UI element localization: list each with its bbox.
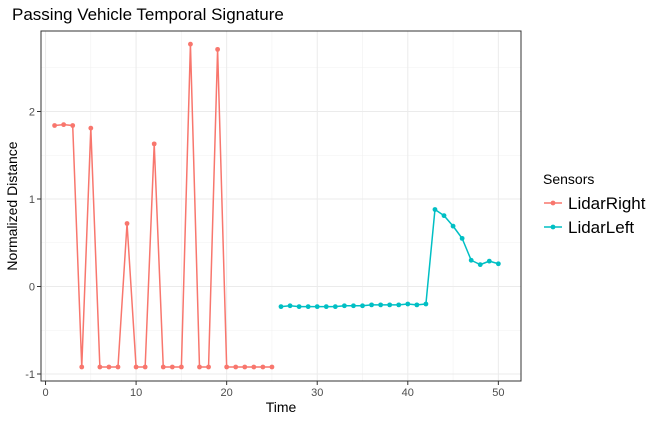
- x-axis: 0 10 20 30 40 50: [42, 381, 504, 399]
- legend: Sensors LidarRight LidarLeft: [543, 171, 646, 237]
- y-tick-label: 1: [29, 194, 35, 206]
- data-point: [332, 304, 338, 310]
- x-tick-label: 50: [492, 387, 504, 399]
- data-point: [296, 304, 302, 310]
- data-point: [477, 262, 483, 268]
- data-point: [233, 364, 239, 370]
- y-tick-label: -1: [25, 369, 35, 381]
- x-tick-label: 30: [311, 387, 323, 399]
- y-tick-label: 0: [29, 282, 35, 294]
- data-point: [468, 257, 474, 263]
- data-point: [251, 364, 257, 370]
- x-axis-label: Time: [266, 399, 297, 415]
- data-point: [188, 41, 193, 47]
- data-point: [450, 223, 456, 229]
- data-point: [287, 303, 293, 309]
- data-point: [323, 304, 329, 310]
- data-point: [423, 301, 429, 307]
- data-point: [151, 141, 157, 147]
- data-point: [260, 364, 266, 370]
- y-axis: -1 0 1 2: [25, 107, 41, 381]
- data-point: [70, 123, 76, 128]
- data-point: [459, 235, 465, 241]
- y-tick-label: 2: [29, 107, 35, 119]
- data-point: [88, 125, 94, 131]
- data-point: [396, 302, 402, 308]
- data-point: [178, 364, 184, 370]
- data-point: [97, 364, 103, 370]
- legend-label: LidarRight: [568, 194, 646, 213]
- data-point: [360, 303, 365, 309]
- data-point: [224, 364, 230, 370]
- data-point: [215, 46, 221, 52]
- data-point: [115, 364, 121, 370]
- data-point: [387, 302, 393, 308]
- data-point: [351, 303, 356, 309]
- data-point: [79, 364, 85, 370]
- data-point: [52, 123, 57, 128]
- legend-swatch-point: [550, 224, 556, 230]
- data-point: [486, 258, 492, 264]
- data-point: [133, 364, 139, 370]
- plot-panel: [41, 31, 521, 381]
- y-axis-label: Normalized Distance: [4, 141, 20, 270]
- legend-swatch-point: [550, 200, 556, 206]
- x-tick-label: 20: [221, 387, 233, 399]
- chart-title: Passing Vehicle Temporal Signature: [12, 5, 284, 24]
- data-point: [242, 364, 248, 370]
- x-tick-label: 0: [42, 387, 48, 399]
- data-point: [197, 364, 202, 370]
- x-tick-label: 10: [130, 387, 142, 399]
- plot-border: [40, 30, 522, 382]
- data-point: [124, 221, 130, 226]
- data-point: [305, 304, 311, 310]
- data-point: [495, 261, 501, 267]
- data-point: [269, 364, 275, 370]
- x-tick-label: 40: [402, 387, 414, 399]
- data-point: [405, 301, 411, 307]
- data-point: [441, 213, 447, 219]
- data-point: [142, 364, 148, 370]
- series-layer: [52, 41, 501, 370]
- data-point: [169, 364, 175, 370]
- legend-title: Sensors: [543, 171, 594, 187]
- data-point: [61, 122, 67, 128]
- data-point: [314, 304, 320, 310]
- data-point: [278, 304, 284, 310]
- data-point: [414, 302, 420, 308]
- legend-label: LidarLeft: [568, 218, 634, 237]
- data-point: [378, 302, 384, 308]
- data-point: [160, 364, 166, 370]
- grid-major: [41, 31, 521, 381]
- data-point: [106, 364, 112, 370]
- data-point: [432, 207, 438, 212]
- data-point: [369, 302, 374, 308]
- data-point: [341, 303, 347, 309]
- data-point: [206, 364, 211, 370]
